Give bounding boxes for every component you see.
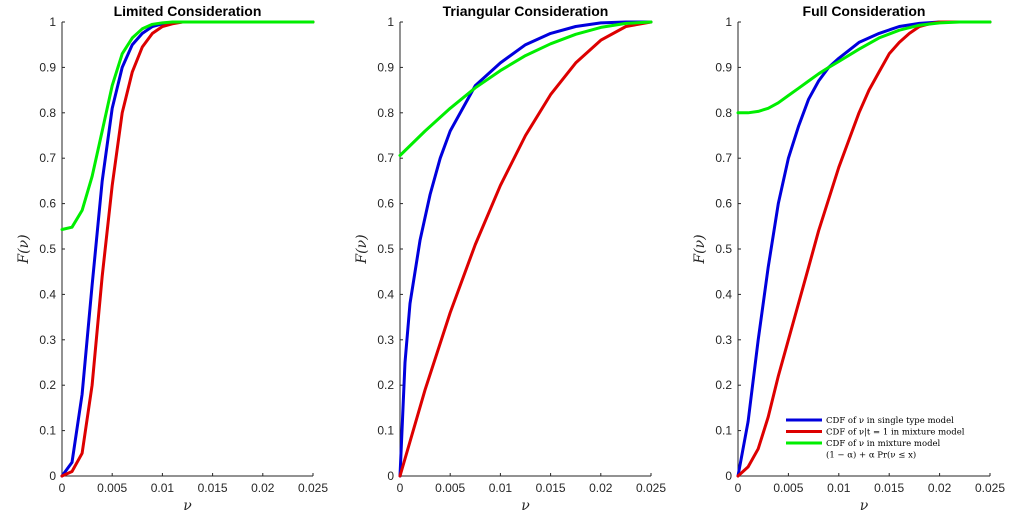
panel-title: Triangular Consideration [443, 3, 609, 19]
legend-label: CDF of ν|t = 1 in mixture model [826, 428, 965, 438]
y-tick-label: 0.5 [39, 242, 56, 256]
x-tick-label: 0.025 [975, 481, 1005, 495]
x-tick-label: 0.005 [773, 481, 803, 495]
y-tick-label: 0.6 [715, 197, 732, 211]
x-axis-label: ν [183, 498, 192, 514]
panel-full-consideration: 0 0.1 0.2 0.3 0.4 0.5 0.6 0.7 0.8 0.9 1 0 0.005 0.01 0… [692, 3, 1005, 514]
legend: CDF of ν in single type model CDF of ν|t … [784, 410, 984, 468]
y-axis-label: F(ν) [354, 234, 370, 264]
y-tick-label: 0.6 [377, 197, 394, 211]
y-tick-label: 0.5 [377, 242, 394, 256]
y-tick-label: 0 [725, 469, 732, 483]
panel-triangular-consideration: 0 0.1 0.2 0.3 0.4 0.5 0.6 0.7 0.8 0.9 1 0 0.005 0.01 0… [354, 3, 666, 514]
y-tick-label: 0.8 [39, 106, 56, 120]
y-tick-label: 0.5 [715, 242, 732, 256]
y-tick-label: 0.2 [377, 378, 394, 392]
legend-label: (1 − α) + α Pr(ν ≤ x) [826, 450, 916, 461]
y-tick-label: 0.9 [715, 60, 732, 74]
x-tick-label: 0.025 [636, 481, 666, 495]
x-tick-label: 0.015 [536, 481, 566, 495]
series-single-type [398, 20, 653, 478]
y-tick-label: 0 [387, 469, 394, 483]
series-conditional-mixture [60, 20, 315, 478]
x-axis-label: ν [521, 498, 530, 514]
series-conditional-mixture [736, 20, 992, 478]
y-axis-label: F(ν) [16, 234, 32, 264]
y-tick-label: 0 [49, 469, 56, 483]
y-tick-label: 1 [725, 15, 732, 29]
y-tick-label: 0.1 [715, 424, 732, 438]
x-axis-label: ν [860, 498, 869, 514]
y-tick-label: 0.4 [39, 287, 56, 301]
x-tick-label: 0.02 [589, 481, 613, 495]
legend-label: CDF of ν in single type model [826, 416, 954, 426]
panel-limited-consideration: 0 0.1 0.2 0.3 0.4 0.5 0.6 0.7 0.8 0.9 1 0 0.005 0.01 0… [16, 3, 328, 514]
y-tick-label: 0.9 [377, 60, 394, 74]
panel-title: Limited Consideration [114, 3, 262, 19]
x-tick-label: 0.005 [97, 481, 127, 495]
x-tick-label: 0.01 [489, 481, 513, 495]
x-tick-label: 0.015 [198, 481, 228, 495]
x-tick-label: 0.015 [874, 481, 904, 495]
x-tick-label: 0.025 [298, 481, 328, 495]
y-tick-label: 0.1 [377, 424, 394, 438]
series-single-type [736, 20, 992, 478]
y-tick-label: 0.3 [377, 333, 394, 347]
series-conditional-mixture [398, 20, 653, 478]
y-tick-label: 0.8 [377, 106, 394, 120]
y-tick-label: 0.1 [39, 424, 56, 438]
series-mixture [398, 20, 653, 157]
y-tick-label: 0.7 [39, 151, 56, 165]
y-tick-label: 0.3 [39, 333, 56, 347]
y-tick-label: 1 [387, 15, 394, 29]
y-tick-label: 1 [49, 15, 56, 29]
y-tick-label: 0.7 [377, 151, 394, 165]
y-axis-label: F(ν) [692, 234, 708, 264]
y-tick-label: 0.9 [39, 60, 56, 74]
y-tick-label: 0.2 [39, 378, 56, 392]
series-mixture [60, 20, 315, 231]
x-tick-label: 0 [59, 481, 66, 495]
x-tick-label: 0.01 [827, 481, 851, 495]
x-tick-label: 0.02 [251, 481, 275, 495]
y-tick-label: 0.3 [715, 333, 732, 347]
legend-label: CDF of ν in mixture model [826, 439, 941, 449]
x-tick-label: 0 [735, 481, 742, 495]
y-tick-label: 0.2 [715, 378, 732, 392]
x-tick-label: 0.02 [928, 481, 952, 495]
y-tick-label: 0.7 [715, 151, 732, 165]
y-tick-label: 0.8 [715, 106, 732, 120]
series-mixture [736, 20, 992, 115]
series-single-type [60, 20, 315, 478]
y-tick-label: 0.6 [39, 197, 56, 211]
x-tick-label: 0.01 [151, 481, 175, 495]
panel-title: Full Consideration [803, 3, 926, 19]
y-tick-label: 0.4 [377, 287, 394, 301]
x-tick-label: 0 [397, 481, 404, 495]
y-tick-label: 0.4 [715, 287, 732, 301]
x-tick-label: 0.005 [435, 481, 465, 495]
